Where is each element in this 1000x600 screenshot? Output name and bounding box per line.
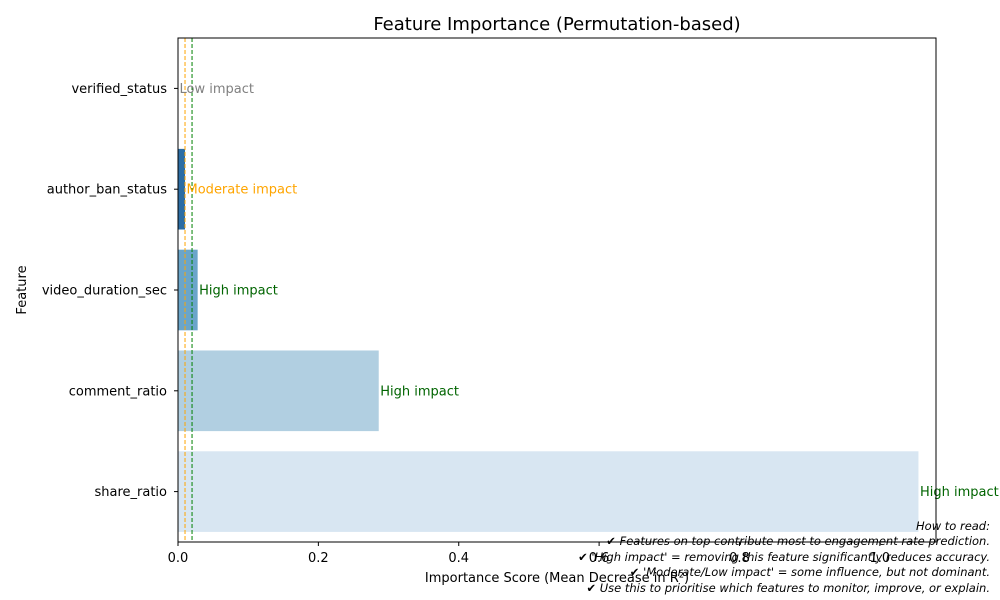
y-tick-label-author_ban_status: author_ban_status [47, 183, 167, 198]
x-tick-label: 0.2 [308, 551, 329, 566]
annotation-verified_status: Low impact [180, 82, 254, 97]
bar-share_ratio [178, 451, 919, 532]
y-tick-label-comment_ratio: comment_ratio [69, 384, 167, 399]
x-axis-ticks: 0.0 0.2 0.4 0.6 0.8 1.0 [168, 542, 891, 566]
how-to-read-line: ✔ 'High impact' = removing this feature … [578, 549, 990, 564]
bar-comment_ratio [178, 350, 379, 432]
y-tick-label-verified_status: verified_status [71, 82, 167, 97]
threshold-lines [184, 38, 193, 542]
annotation-author_ban_status: Moderate impact [187, 183, 298, 198]
y-tick-label-video_duration_sec: video_duration_sec [42, 284, 167, 299]
bar-author_ban_status [178, 148, 186, 230]
x-tick-label: 0.6 [589, 551, 610, 566]
x-axis-label: Importance Score (Mean Decrease in R²) [425, 571, 689, 586]
x-tick-label: 1.0 [870, 551, 891, 566]
how-to-read-line: ✔ 'Moderate/Low impact' = some influence… [629, 565, 990, 580]
y-axis-ticks: verified_status author_ban_status video_du… [42, 82, 178, 500]
how-to-read-line: How to read: [916, 519, 990, 533]
x-tick-label: 0.4 [448, 551, 469, 566]
annotation-share_ratio: High impact [920, 485, 999, 500]
x-tick-label: 0.0 [168, 551, 189, 566]
bars-group [178, 148, 919, 532]
bar-video_duration_sec [178, 249, 198, 331]
y-tick-label-share_ratio: share_ratio [94, 485, 167, 500]
how-to-read-note: How to read: ✔ Features on top contribute… [578, 519, 990, 596]
how-to-read-line: ✔ Features on top contribute most to eng… [606, 534, 990, 549]
annotations-group: Low impact Moderate impact High impact High… [180, 82, 999, 500]
chart-title: Feature Importance (Permutation-based) [373, 14, 740, 35]
annotation-comment_ratio: High impact [380, 384, 459, 399]
x-tick-label: 0.8 [729, 551, 750, 566]
y-axis-label: Feature [15, 265, 30, 314]
annotation-video_duration_sec: High impact [199, 284, 278, 299]
how-to-read-line: ✔ Use this to prioritise which features … [586, 580, 990, 595]
